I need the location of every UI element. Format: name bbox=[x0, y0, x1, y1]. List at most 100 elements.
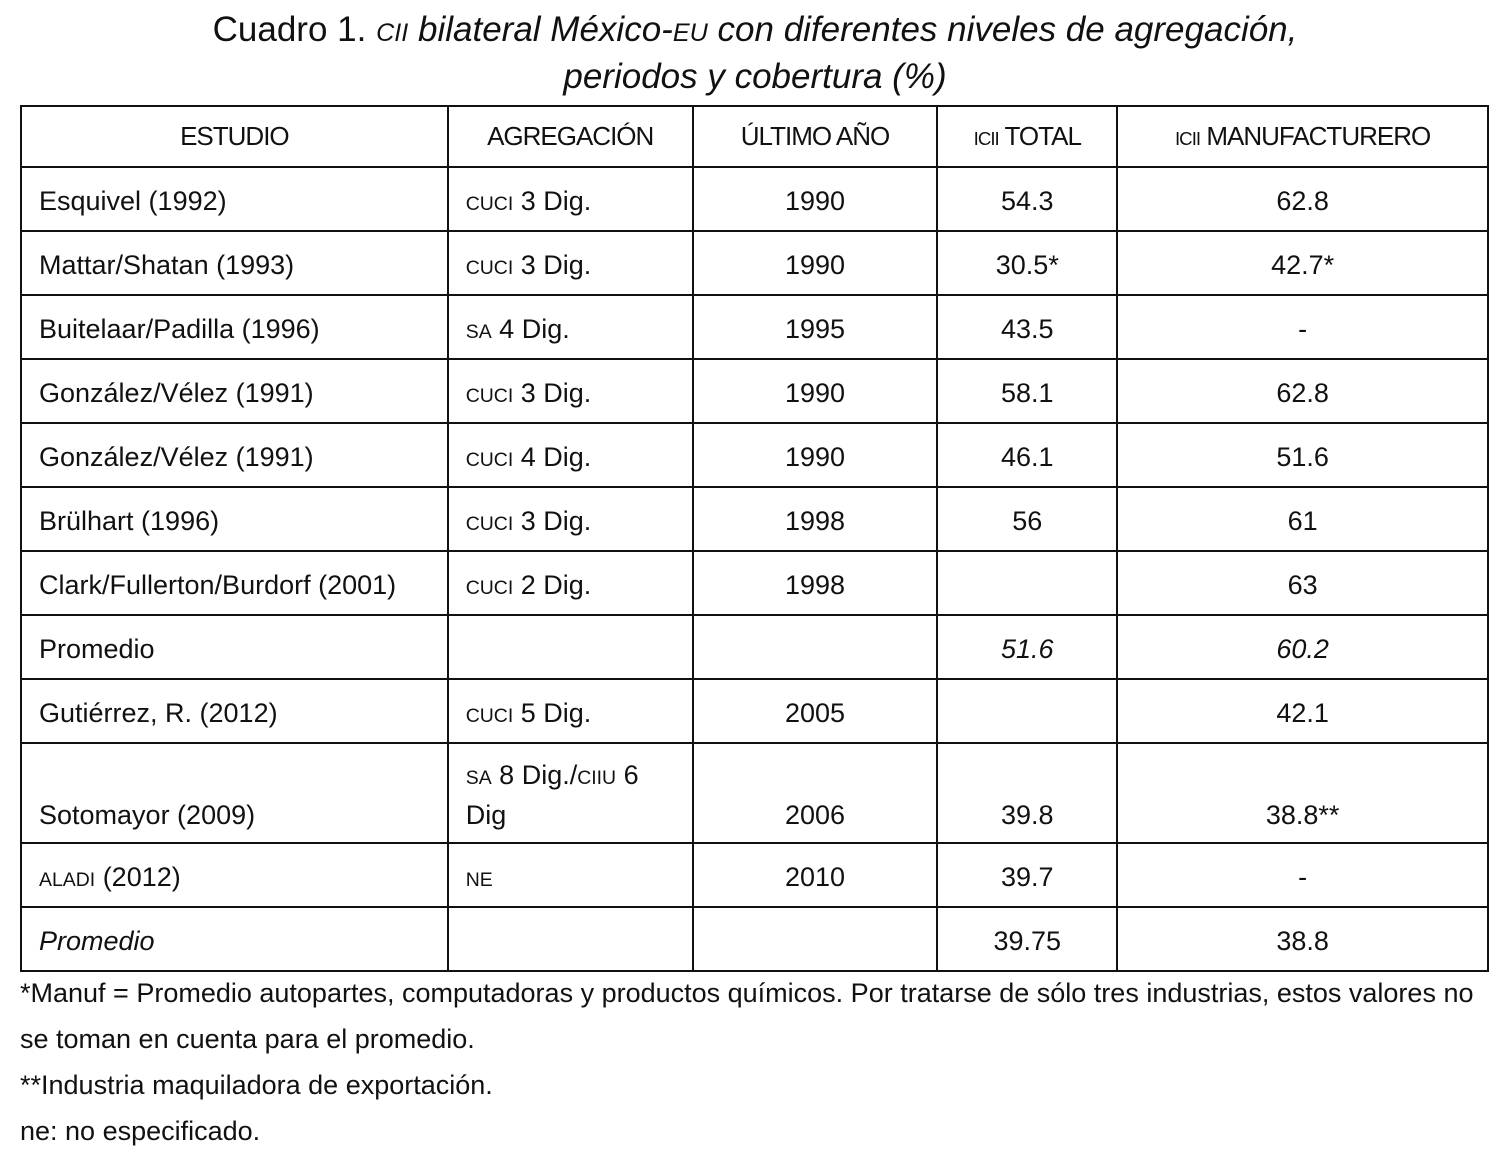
table-body: Esquivel (1992) CUCI 3 Dig. 1990 54.3 62.8 Ma… bbox=[20, 166, 1489, 972]
table-row: Clark/Fullerton/Burdorf (2001) CUCI 2 Dig… bbox=[20, 550, 1489, 616]
table-cell: SA 4 Dig. bbox=[446, 294, 694, 360]
table-cell: González/Vélez (1991) bbox=[20, 358, 449, 424]
abbreviation: CUCI bbox=[465, 576, 514, 599]
cell-text: 3 Dig. bbox=[513, 249, 592, 280]
table-cell: Promedio bbox=[20, 614, 449, 680]
title-text: periodos y cobertura (%) bbox=[563, 57, 947, 96]
table-cell bbox=[446, 906, 694, 972]
column-header: ICII TOTAL bbox=[936, 105, 1119, 168]
table-cell: 51.6 bbox=[936, 614, 1119, 680]
table-cell: 2010 bbox=[691, 842, 939, 908]
table-cell bbox=[691, 906, 939, 972]
table-cell: 56 bbox=[936, 486, 1119, 552]
abbreviation: ICII bbox=[1174, 128, 1201, 149]
column-header: AGREGACIÓN bbox=[446, 105, 694, 168]
table-cell: ALADI (2012) bbox=[20, 842, 449, 908]
column-header: ICII MANUFACTURERO bbox=[1116, 105, 1489, 168]
table-cell: 46.1 bbox=[936, 422, 1119, 488]
table-cell: Brülhart (1996) bbox=[20, 486, 449, 552]
table-cell: 62.8 bbox=[1116, 358, 1489, 424]
footnote: ne: no especificado. bbox=[20, 1116, 261, 1146]
cell-text: 3 Dig. bbox=[513, 505, 592, 536]
table-cell bbox=[936, 550, 1119, 616]
table-row: Gutiérrez, R. (2012) CUCI 5 Dig. 2005 42.1 bbox=[20, 678, 1489, 744]
abbreviation: SA bbox=[465, 767, 492, 789]
table-cell: 1990 bbox=[691, 358, 939, 424]
footnote: **Industria maquiladora de exportación. bbox=[20, 1070, 493, 1100]
table-cell: 1998 bbox=[691, 486, 939, 552]
abbreviation: CUCI bbox=[465, 704, 514, 727]
table-cell: 1990 bbox=[691, 422, 939, 488]
table-title: Cuadro 1. CII bilateral México-EU con di… bbox=[0, 8, 1501, 99]
table-cell: 54.3 bbox=[936, 166, 1119, 232]
table-cell: 1998 bbox=[691, 550, 939, 616]
abbreviation: CIIU bbox=[577, 767, 617, 789]
title-label: Cuadro 1. bbox=[212, 10, 367, 49]
table-cell: Esquivel (1992) bbox=[20, 166, 449, 232]
table-cell: 39.7 bbox=[936, 842, 1119, 908]
table-cell: 38.8 bbox=[1116, 906, 1489, 972]
title-abbr: EU bbox=[672, 19, 708, 47]
table-cell: 1990 bbox=[691, 230, 939, 296]
table-cell: Buitelaar/Padilla (1996) bbox=[20, 294, 449, 360]
cell-text: 2 Dig. bbox=[513, 569, 592, 600]
title-text: bilateral México- bbox=[418, 10, 673, 49]
table-cell: Sotomayor (2009) bbox=[20, 742, 449, 844]
cell-text: 6 Dig bbox=[465, 760, 639, 830]
table-row: ALADI (2012) NE 2010 39.7- bbox=[20, 842, 1489, 908]
data-table: ESTUDIO AGREGACIÓN ÚLTIMO AÑO ICII TOTAL ICI… bbox=[20, 105, 1489, 972]
table-cell bbox=[936, 678, 1119, 744]
table-cell: CUCI 3 Dig. bbox=[446, 486, 694, 552]
footnote: *Manuf = Promedio autopartes, computador… bbox=[20, 978, 1474, 1054]
cell-text: TOTAL bbox=[998, 121, 1082, 151]
abbreviation: NE bbox=[465, 868, 493, 891]
table-cell: 51.6 bbox=[1116, 422, 1489, 488]
table-cell: 39.8 bbox=[936, 742, 1119, 844]
cell-text: 3 Dig. bbox=[513, 185, 592, 216]
header-row: ESTUDIO AGREGACIÓN ÚLTIMO AÑO ICII TOTAL ICI… bbox=[20, 105, 1489, 168]
cell-text: 8 Dig./ bbox=[491, 760, 578, 790]
table-cell: 30.5* bbox=[936, 230, 1119, 296]
table-cell: Clark/Fullerton/Burdorf (2001) bbox=[20, 550, 449, 616]
table-row: Esquivel (1992) CUCI 3 Dig. 1990 54.3 62.8 bbox=[20, 166, 1489, 232]
column-header: ÚLTIMO AÑO bbox=[691, 105, 939, 168]
table-cell: Gutiérrez, R. (2012) bbox=[20, 678, 449, 744]
abbreviation: CUCI bbox=[465, 512, 514, 535]
abbreviation: ALADI bbox=[39, 868, 96, 891]
table-cell: 2005 bbox=[691, 678, 939, 744]
table-row: Mattar/Shatan (1993) CUCI 3 Dig. 1990 30.5*… bbox=[20, 230, 1489, 296]
footnotes: *Manuf = Promedio autopartes, computador… bbox=[20, 970, 1495, 1154]
table-cell: 42.1 bbox=[1116, 678, 1489, 744]
cell-text: (2012) bbox=[95, 861, 181, 892]
table-cell: 60.2 bbox=[1116, 614, 1489, 680]
table-cell: CUCI 4 Dig. bbox=[446, 422, 694, 488]
table-cell: CUCI 2 Dig. bbox=[446, 550, 694, 616]
table-cell: CUCI 3 Dig. bbox=[446, 230, 694, 296]
table-cell: 63 bbox=[1116, 550, 1489, 616]
table-row: Promedio 39.75 38.8 bbox=[20, 906, 1489, 972]
table-cell: NE bbox=[446, 842, 694, 908]
cell-text: MANUFACTURERO bbox=[1200, 121, 1431, 151]
table-cell: 39.75 bbox=[936, 906, 1119, 972]
title-line: Cuadro 1. CII bilateral México-EU con di… bbox=[0, 8, 1501, 55]
title-line: periodos y cobertura (%) bbox=[0, 55, 1501, 99]
table-row: González/Vélez (1991) CUCI 3 Dig. 1990 58.1… bbox=[20, 358, 1489, 424]
table-cell: 62.8 bbox=[1116, 166, 1489, 232]
table-cell: Promedio bbox=[20, 906, 449, 972]
table-cell: González/Vélez (1991) bbox=[20, 422, 449, 488]
table-cell: CUCI 3 Dig. bbox=[446, 358, 694, 424]
table-cell: SA 8 Dig./CIIU 6 Dig bbox=[446, 742, 694, 844]
table-cell: CUCI 5 Dig. bbox=[446, 678, 694, 744]
cell-text: 4 Dig. bbox=[491, 313, 570, 344]
table-cell: 43.5 bbox=[936, 294, 1119, 360]
table-cell bbox=[691, 614, 939, 680]
column-header: ESTUDIO bbox=[20, 105, 449, 168]
table-cell: - bbox=[1116, 842, 1489, 908]
table-cell: Mattar/Shatan (1993) bbox=[20, 230, 449, 296]
table-cell: 42.7* bbox=[1116, 230, 1489, 296]
table-cell: 61 bbox=[1116, 486, 1489, 552]
abbreviation: SA bbox=[465, 320, 492, 343]
table-row: González/Vélez (1991) CUCI 4 Dig. 1990 46.1… bbox=[20, 422, 1489, 488]
